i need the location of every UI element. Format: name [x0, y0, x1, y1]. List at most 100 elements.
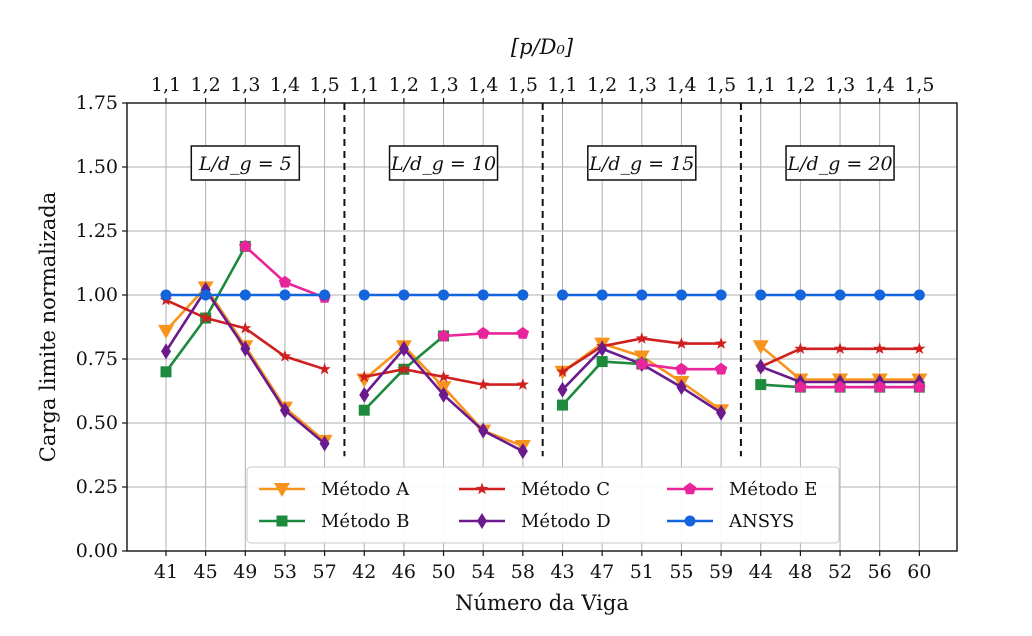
- data-point: [200, 289, 212, 301]
- top-tick-label: 1,2: [389, 74, 419, 96]
- x-tick-label: 53: [273, 561, 297, 583]
- legend-label: Método A: [321, 479, 410, 500]
- y-tick-label: 0.50: [76, 412, 118, 434]
- group-labels: L/d_g = 5 L/d_g = 10 L/d_g = 15 L/d_g = 20: [190, 145, 895, 181]
- data-point: [913, 380, 926, 393]
- group-label: L/d_g = 20: [787, 153, 893, 175]
- y-tick-label: 1.25: [76, 220, 118, 242]
- legend-item: ANSYS: [667, 511, 794, 532]
- data-point: [596, 356, 608, 368]
- data-point: [517, 443, 528, 460]
- data-point: [833, 380, 847, 393]
- top-tick-label: 1,2: [191, 74, 221, 96]
- legend-item: Método B: [259, 511, 409, 532]
- data-point: [794, 380, 807, 393]
- data-point: [715, 289, 727, 301]
- top-tick-label: 1,1: [746, 74, 776, 96]
- group-label: L/d_g = 10: [390, 153, 496, 175]
- data-point: [199, 311, 212, 324]
- x-tick-label: 50: [431, 561, 455, 583]
- y-tick-label: 0.25: [76, 476, 118, 498]
- legend-marker: [683, 482, 697, 495]
- data-point: [239, 289, 251, 301]
- data-point: [279, 402, 290, 419]
- x-tick-label: 47: [590, 561, 614, 583]
- x-tick-label: 44: [749, 561, 773, 583]
- x-tick-label: 45: [194, 561, 218, 583]
- legend-label: Método E: [729, 479, 817, 500]
- top-tick-label: 1,4: [270, 74, 300, 96]
- data-point: [755, 289, 767, 301]
- top-tick-label: 1,5: [706, 74, 736, 96]
- data-point: [239, 321, 252, 334]
- data-point: [636, 289, 648, 301]
- x-tick-label: 55: [669, 561, 693, 583]
- data-point: [752, 340, 769, 355]
- legend-item: Método E: [667, 479, 817, 500]
- data-point: [516, 326, 529, 339]
- top-tick-label: 1,3: [627, 74, 657, 96]
- legend-item: Método A: [259, 479, 410, 500]
- legend: Método A Método B Método C Método D Método E…: [246, 466, 840, 544]
- data-point: [318, 362, 331, 375]
- top-tick-label: 1,3: [428, 74, 458, 96]
- data-point: [873, 380, 886, 393]
- data-point: [239, 239, 252, 252]
- data-point: [714, 362, 728, 375]
- data-point: [675, 289, 687, 301]
- data-point: [438, 386, 449, 403]
- series-m-todo-e: [239, 239, 926, 393]
- top-tick-label: 1,5: [508, 74, 538, 96]
- data-point: [716, 404, 727, 421]
- data-point: [397, 362, 411, 375]
- top-tick-label: 1,1: [349, 74, 379, 96]
- series-layer: [158, 239, 928, 460]
- top-tick-label: 1,5: [309, 74, 339, 96]
- data-point: [635, 332, 648, 344]
- top-tick-label: 1,4: [865, 74, 895, 96]
- x-tick-label: 42: [352, 561, 376, 583]
- x-tick-label: 43: [550, 561, 574, 583]
- top-tick-label: 1,1: [547, 74, 577, 96]
- x-tick-label: 49: [233, 561, 257, 583]
- data-point: [158, 324, 174, 339]
- x-tick-label: 59: [709, 561, 733, 583]
- y-tick-label: 0.75: [76, 348, 118, 370]
- group-label-box: [587, 145, 697, 181]
- x-tick-label: 57: [313, 561, 337, 583]
- data-point: [557, 289, 568, 301]
- data-point: [160, 366, 172, 378]
- x-axis-label: Número da Viga: [455, 591, 629, 615]
- data-point: [596, 289, 608, 301]
- group-label-box: [785, 145, 895, 181]
- top-tick-label: 1,3: [825, 74, 855, 96]
- top-tick-label: 1,4: [666, 74, 696, 96]
- top-tick-label: 1,3: [230, 74, 260, 96]
- data-point: [240, 340, 251, 357]
- data-point: [478, 422, 489, 439]
- data-point: [676, 379, 687, 396]
- legend-marker: [274, 483, 290, 497]
- group-label: L/d_g = 15: [588, 153, 694, 175]
- x-tick-label: 51: [630, 561, 654, 583]
- legend-marker: [477, 513, 487, 529]
- x-tick-label: 41: [154, 561, 178, 583]
- axes: 41 45 49 53 57 42 46 50 54 58 43 47 51 55 59 44 48 52 56 60…: [76, 74, 958, 583]
- data-point: [437, 370, 450, 383]
- x-tick-label: 60: [907, 561, 931, 583]
- y-tick-label: 1.00: [76, 284, 118, 306]
- legend-label: Método D: [521, 511, 611, 532]
- legend-label: ANSYS: [728, 511, 794, 532]
- data-point: [398, 289, 410, 301]
- data-point: [517, 289, 529, 301]
- data-point: [477, 289, 489, 301]
- x-tick-label: 54: [471, 561, 495, 583]
- group-separators: [343, 103, 742, 457]
- data-point: [913, 342, 926, 354]
- legend-marker: [684, 515, 696, 527]
- data-point: [278, 349, 292, 362]
- series-ansys: [160, 289, 925, 301]
- data-point: [438, 289, 450, 301]
- series-m-todo-b: [160, 240, 925, 416]
- legend-marker: [276, 515, 288, 527]
